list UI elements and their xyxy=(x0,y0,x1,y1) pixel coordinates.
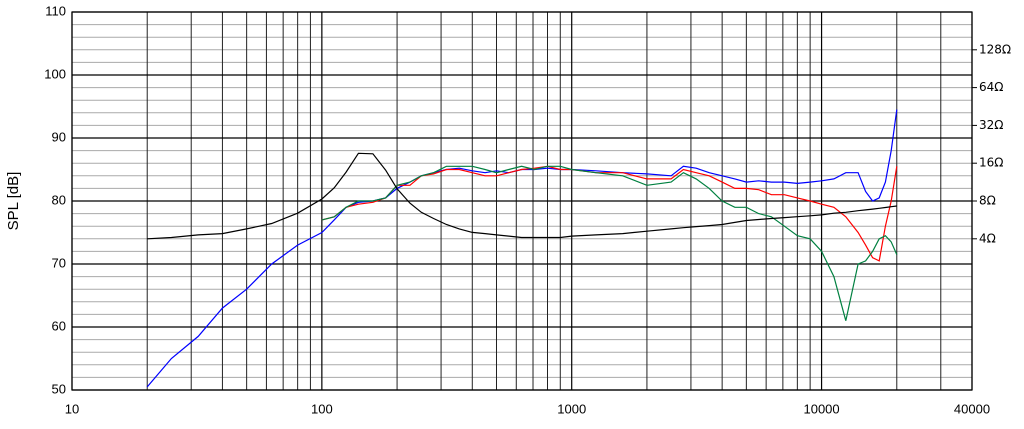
y-tick-label: 60 xyxy=(52,318,66,333)
series-line xyxy=(147,152,897,240)
series-line xyxy=(146,109,898,388)
plot-frame xyxy=(71,11,973,391)
x-tick-label: 10000 xyxy=(803,401,839,416)
x-tick-label: 100 xyxy=(311,401,333,416)
y-tick-label: 70 xyxy=(52,255,66,270)
y2-tick-label: 32Ω xyxy=(979,118,1003,132)
y2-tick-label: 64Ω xyxy=(979,80,1003,94)
y-axis-label: SPL [dB] xyxy=(5,172,22,231)
x-tick-label: 1000 xyxy=(557,401,586,416)
y2-tick-label: 16Ω xyxy=(979,156,1003,170)
y-tick-label: 90 xyxy=(52,129,66,144)
y2-tick-label: 128Ω xyxy=(979,42,1011,56)
x-tick-label: 10 xyxy=(65,401,79,416)
y2-tick-label: 8Ω xyxy=(979,194,996,208)
y-tick-label: 100 xyxy=(44,66,66,81)
x-tick-label: 40000 xyxy=(954,401,990,416)
series-line xyxy=(321,165,898,262)
y-tick-label: 80 xyxy=(52,192,66,207)
y-tick-label: 50 xyxy=(52,381,66,396)
y-tick-label: 110 xyxy=(45,3,66,18)
series-line xyxy=(321,165,898,321)
y2-tick-label: 4Ω xyxy=(979,231,996,245)
